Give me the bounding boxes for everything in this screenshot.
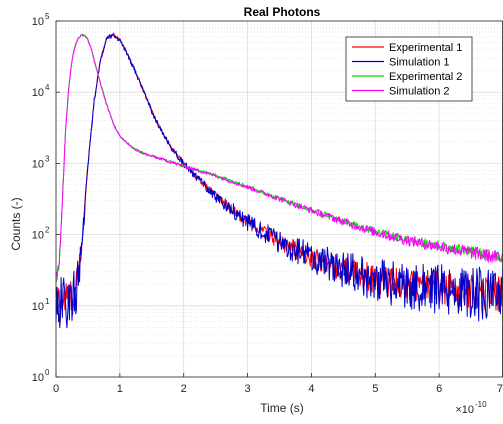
x-multiplier-base: ×10 xyxy=(455,404,474,416)
x-tick-label: 4 xyxy=(308,383,314,395)
x-tick-label: 3 xyxy=(245,383,251,395)
series-layer xyxy=(55,32,503,329)
x-tick-label: 6 xyxy=(436,383,442,395)
series-line xyxy=(55,33,503,329)
x-tick-label: 2 xyxy=(181,383,187,395)
y-tick-exponent: 1 xyxy=(45,297,50,306)
y-tick-exponent: 3 xyxy=(45,154,50,163)
chart-title: Real Photons xyxy=(244,5,321,19)
y-tick-base: 10 xyxy=(32,230,44,242)
legend-label: Simulation 2 xyxy=(389,86,450,98)
y-tick-base: 10 xyxy=(32,158,44,170)
y-tick-label: 10 0 xyxy=(32,368,50,384)
x-tick-label: 7 xyxy=(497,383,503,395)
legend-label: Experimental 2 xyxy=(389,71,462,83)
y-tick-label: 10 4 xyxy=(32,83,50,99)
y-tick-label: 10 2 xyxy=(32,226,50,242)
y-tick-label: 10 3 xyxy=(32,154,50,170)
x-tick-label: 1 xyxy=(117,383,123,395)
y-tick-exponent: 4 xyxy=(45,83,50,92)
x-tick-label: 5 xyxy=(372,383,378,395)
legend-label: Experimental 1 xyxy=(389,42,462,54)
y-tick-base: 10 xyxy=(32,372,44,384)
y-tick-exponent: 5 xyxy=(45,12,50,21)
y-tick-label: 10 1 xyxy=(32,297,50,313)
x-multiplier: ×10 -10 xyxy=(455,400,487,416)
legend: Experimental 1 Simulation 1 Experimental 2… xyxy=(345,36,473,102)
y-tick-exponent: 2 xyxy=(45,226,50,235)
y-tick-exponent: 0 xyxy=(45,368,50,377)
y-tick-base: 10 xyxy=(32,16,44,28)
x-tick-label: 0 xyxy=(53,383,59,395)
y-tick-label: 10 5 xyxy=(32,12,50,28)
y-axis-label: Counts (-) xyxy=(9,197,23,250)
x-multiplier-exponent: -10 xyxy=(475,400,487,409)
series-line xyxy=(55,34,503,280)
legend-label: Simulation 1 xyxy=(389,57,450,69)
y-tick-base: 10 xyxy=(32,301,44,313)
x-axis-label: Time (s) xyxy=(260,401,304,415)
y-tick-base: 10 xyxy=(32,87,44,99)
